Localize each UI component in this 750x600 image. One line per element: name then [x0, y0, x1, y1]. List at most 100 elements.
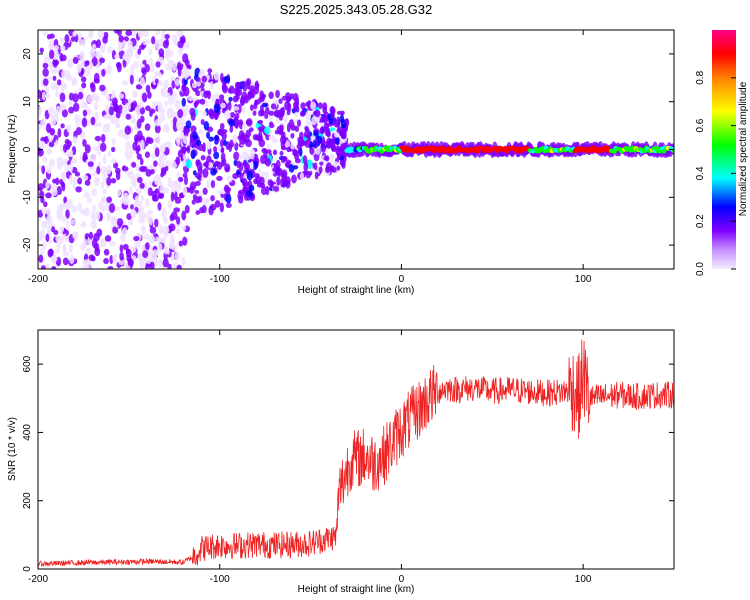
heat-cell: [182, 135, 188, 144]
y-tick-label: 600: [22, 355, 33, 372]
heat-cell: [154, 218, 159, 228]
spectrogram-ylabel: Frequency (Hz): [7, 115, 18, 184]
heat-cell: [42, 78, 49, 86]
heat-cell: [228, 85, 235, 95]
heat-cell: [149, 110, 153, 117]
heat-cell: [82, 139, 87, 147]
heat-cell: [315, 147, 321, 155]
heat-cell: [38, 254, 44, 263]
y-tick-label: 10: [22, 96, 33, 108]
x-tick-label: -200: [28, 274, 48, 285]
heat-cell: [236, 160, 242, 169]
heat-cell: [138, 211, 143, 218]
heat-cell: [195, 210, 201, 216]
heat-cell: [210, 168, 217, 176]
heat-cell: [269, 180, 274, 189]
heat-cell: [236, 81, 243, 87]
heat-cell: [323, 126, 330, 134]
heat-cell: [130, 101, 136, 111]
heat-cell: [77, 177, 83, 185]
heat-cell: [42, 242, 47, 250]
heat-cell: [260, 186, 267, 196]
heat-cell: [135, 187, 143, 194]
heat-cell: [290, 142, 295, 150]
heat-cell: [164, 33, 170, 40]
heat-cell: [284, 161, 291, 168]
x-tick-label: -200: [28, 574, 48, 585]
heat-cell: [131, 90, 138, 98]
heat-cell: [110, 115, 115, 125]
heat-cell: [55, 91, 60, 98]
heat-cell: [60, 143, 65, 153]
heat-cell: [77, 202, 83, 212]
heat-cell: [155, 78, 159, 84]
heat-cell: [67, 60, 73, 69]
heat-cell: [189, 107, 196, 117]
heat-cell: [209, 203, 217, 211]
heat-cell: [181, 84, 186, 91]
heat-cell: [168, 241, 175, 250]
heat-cell: [332, 161, 340, 167]
snr-marks: [38, 339, 674, 568]
heat-cell: [284, 100, 291, 111]
heat-cell: [43, 201, 48, 208]
colorbar-gradient: [712, 30, 736, 269]
heat-cell: [257, 126, 264, 132]
heat-cell: [126, 49, 132, 59]
heat-cell: [340, 130, 347, 140]
figure-title: S225.2025.343.05.28.G32: [280, 2, 433, 17]
heat-cell: [249, 104, 254, 111]
snr-panel: -200 -100 0 100 0 200 400 600 Height of straig…: [7, 329, 675, 595]
heat-cell: [167, 59, 175, 69]
heat-cell: [137, 48, 142, 55]
heat-cell: [82, 259, 88, 266]
heat-cell: [48, 158, 55, 168]
heat-cell: [228, 142, 233, 153]
heat-cell: [45, 215, 53, 225]
heat-cell: [121, 227, 128, 237]
heat-cell: [139, 206, 145, 212]
heat-cell: [189, 139, 194, 148]
heat-cell: [303, 162, 309, 172]
heat-cell: [265, 171, 269, 181]
heat-cell: [112, 254, 119, 260]
heat-cell: [164, 100, 168, 107]
heat-cell: [66, 220, 70, 231]
heat-cell: [214, 134, 220, 141]
heat-cell: [168, 223, 176, 232]
colorbar: 0.0 0.2 0.4 0.6 0.8 Normalized spectral ampl…: [695, 30, 749, 276]
heat-cell: [60, 123, 65, 129]
heat-cell: [215, 98, 221, 104]
heat-cell: [56, 204, 64, 211]
heat-cell: [106, 176, 112, 186]
heat-cell: [62, 243, 67, 254]
heat-cell: [121, 166, 129, 172]
heat-cell: [175, 228, 181, 235]
heat-cell: [159, 184, 164, 194]
heat-cell: [209, 81, 214, 90]
heat-cell: [147, 187, 153, 197]
heat-cell: [185, 159, 193, 169]
heat-cell: [293, 118, 299, 123]
heat-cell: [211, 94, 216, 104]
heat-cell: [84, 144, 91, 154]
heat-cell: [163, 217, 169, 224]
heat-cell: [92, 170, 98, 176]
heat-cell: [163, 231, 169, 239]
heat-cell: [134, 106, 141, 114]
heat-cell: [81, 82, 87, 89]
heat-cell: [103, 114, 111, 120]
heat-cell: [71, 158, 78, 164]
heat-cell: [74, 171, 81, 177]
heat-cell: [167, 199, 173, 210]
heat-cell: [241, 177, 248, 187]
heat-cell: [111, 146, 116, 153]
heat-cell: [176, 136, 181, 147]
heat-cell: [139, 139, 145, 150]
heat-cell: [213, 103, 221, 114]
heat-cell: [190, 125, 197, 133]
heat-cell: [220, 146, 225, 153]
heat-cell: [181, 225, 187, 231]
heat-cell: [41, 91, 46, 101]
